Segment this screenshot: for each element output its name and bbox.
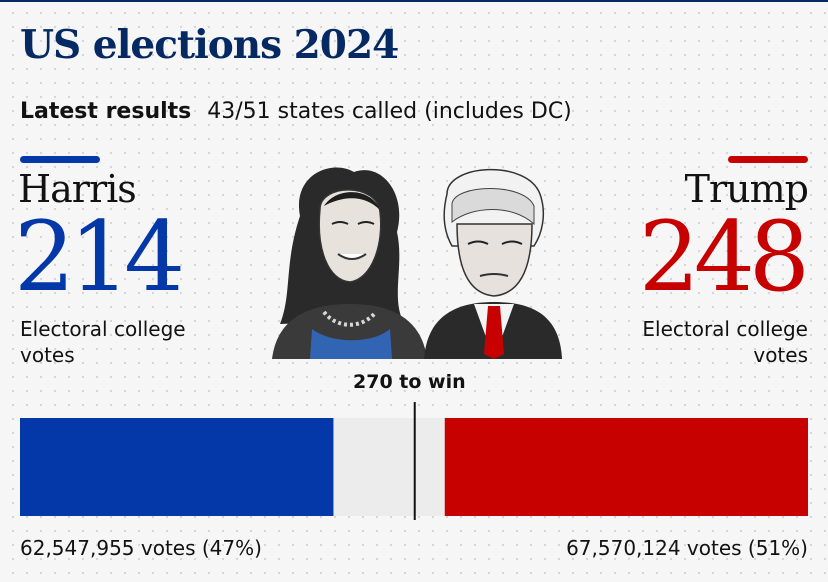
threshold-label: 270 to win xyxy=(353,371,466,393)
trump-ev-label: Electoral college votes xyxy=(642,317,808,367)
trump-electoral-votes: 248 xyxy=(638,201,810,313)
trump-bar xyxy=(444,418,808,516)
harris-ev-label: Electoral college votes xyxy=(20,317,186,367)
candidate-portraits xyxy=(272,167,562,359)
trump-name: Trump xyxy=(684,167,809,211)
trump-popular-vote: 67,570,124 votes (51%) xyxy=(566,536,808,560)
harris-popular-vote: 62,547,955 votes (47%) xyxy=(20,536,262,560)
trump-color-tab xyxy=(728,156,808,163)
top-rule xyxy=(0,0,828,2)
harris-bar xyxy=(20,418,334,516)
latest-results-label: Latest results xyxy=(20,99,192,124)
states-called-text: 43/51 states called (includes DC) xyxy=(207,99,572,124)
page-title: US elections 2024 xyxy=(20,22,399,68)
electoral-bar-chart xyxy=(20,402,808,520)
harris-portrait xyxy=(272,167,427,359)
harris-name: Harris xyxy=(18,167,137,211)
trump-portrait xyxy=(424,168,562,359)
results-status-line: Latest results 43/51 states called (inclu… xyxy=(20,99,572,124)
harris-electoral-votes: 214 xyxy=(14,201,185,313)
harris-color-tab xyxy=(20,156,100,163)
